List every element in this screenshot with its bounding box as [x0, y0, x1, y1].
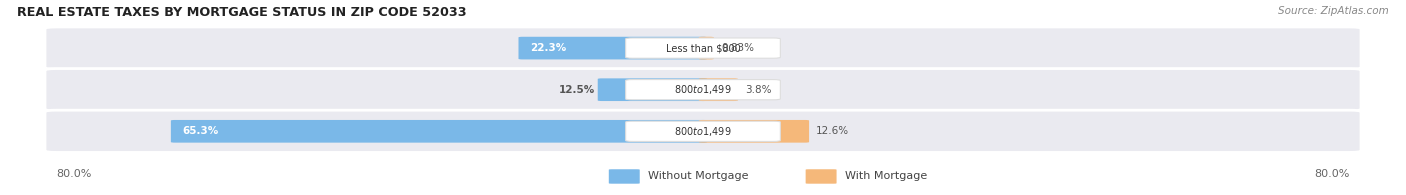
Text: Source: ZipAtlas.com: Source: ZipAtlas.com [1278, 6, 1389, 16]
FancyBboxPatch shape [609, 169, 640, 184]
Text: REAL ESTATE TAXES BY MORTGAGE STATUS IN ZIP CODE 52033: REAL ESTATE TAXES BY MORTGAGE STATUS IN … [17, 6, 467, 19]
Text: Without Mortgage: Without Mortgage [648, 171, 748, 182]
FancyBboxPatch shape [626, 38, 780, 58]
FancyBboxPatch shape [45, 110, 1361, 152]
Text: 0.83%: 0.83% [721, 43, 754, 53]
Text: 80.0%: 80.0% [56, 168, 91, 179]
Text: 80.0%: 80.0% [1315, 168, 1350, 179]
Text: 12.6%: 12.6% [815, 126, 849, 136]
Text: Less than $800: Less than $800 [665, 43, 741, 53]
Text: $800 to $1,499: $800 to $1,499 [675, 125, 731, 138]
FancyBboxPatch shape [172, 120, 707, 143]
Text: 3.8%: 3.8% [745, 85, 772, 95]
FancyBboxPatch shape [626, 121, 780, 141]
Text: With Mortgage: With Mortgage [845, 171, 927, 182]
FancyBboxPatch shape [626, 80, 780, 100]
Text: 12.5%: 12.5% [558, 85, 595, 95]
Text: $800 to $1,499: $800 to $1,499 [675, 83, 731, 96]
FancyBboxPatch shape [699, 120, 808, 143]
FancyBboxPatch shape [806, 169, 837, 184]
FancyBboxPatch shape [699, 78, 738, 101]
FancyBboxPatch shape [45, 27, 1361, 69]
Text: 65.3%: 65.3% [183, 126, 218, 136]
FancyBboxPatch shape [699, 37, 714, 59]
FancyBboxPatch shape [45, 69, 1361, 111]
FancyBboxPatch shape [598, 78, 707, 101]
Text: 22.3%: 22.3% [530, 43, 567, 53]
FancyBboxPatch shape [519, 37, 707, 59]
